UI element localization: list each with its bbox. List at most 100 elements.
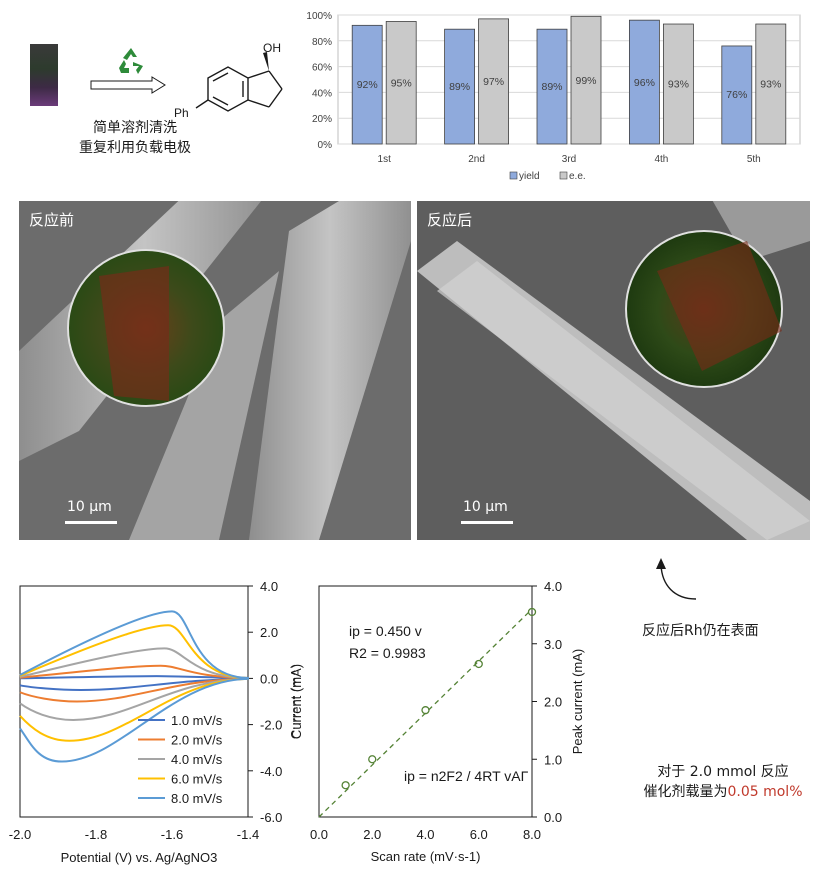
legend-label: 8.0 mV/s [171, 791, 223, 806]
scalebar-label: 10 µm [67, 499, 112, 515]
y-tick-label: 80% [312, 37, 332, 48]
y-tick-label: 0% [318, 140, 333, 151]
data-label: 97% [483, 76, 504, 88]
data-label: 93% [668, 79, 689, 91]
data-point [474, 659, 483, 669]
equation-label: ip = 0.450 v [349, 623, 422, 639]
data-label: 76% [726, 89, 747, 101]
bar-ee [478, 18, 510, 145]
x-tick-label: 4.0 [416, 827, 434, 842]
loading-note-line1: 对于 2.0 mmol 反应 [657, 764, 789, 780]
y-tick-label: 3.0 [544, 637, 562, 652]
bar-yield [351, 24, 383, 145]
indanol-structure: OH Ph [174, 41, 283, 120]
x-tick-label: 2nd [468, 154, 485, 165]
sem-before-label: 反应前 [29, 211, 75, 229]
data-point [421, 706, 430, 715]
scheme-caption: 简单溶剂清洗 重复利用负载电极 [60, 118, 210, 158]
scalebar-label: 10 µm [463, 499, 508, 515]
legend-label: 1.0 mV/s [171, 713, 223, 728]
rh-note: 反应后Rh仍在表面 [642, 623, 759, 639]
y-tick-label: 40% [312, 88, 332, 99]
caption-line-1: 简单溶剂清洗 [93, 120, 177, 136]
x-tick-label: -1.8 [85, 827, 107, 842]
x-tick-label: 5th [747, 154, 761, 165]
x-tick-label: 4th [654, 154, 668, 165]
y-tick-label: 0.0 [260, 671, 278, 686]
bar-yield [721, 45, 753, 145]
y-tick-label: 60% [312, 63, 332, 74]
bar-ee [570, 15, 602, 145]
x-tick-label: -2.0 [9, 827, 31, 842]
x-tick-label: -1.4 [237, 827, 259, 842]
caption-line-2: 重复利用负载电极 [79, 140, 191, 156]
y-tick-label: 2.0 [544, 695, 562, 710]
cv-chart: -2.0 -1.8 -1.6 -1.4 4.0 2.0 0.0 -2.0 -4.0 -6.0 Pot… [9, 579, 295, 865]
y-tick-label: 4.0 [544, 579, 562, 594]
x-axis-label: Scan rate (mV·s-1) [371, 849, 481, 864]
y-tick-label: -4.0 [260, 764, 282, 779]
y-tick-label: 4.0 [260, 579, 278, 594]
shared-y-axis-label: Current (mA) [289, 664, 304, 739]
loading-prefix: 催化剂载量为 [643, 784, 728, 800]
bar-yield [628, 19, 660, 145]
sem-before-image [19, 201, 411, 540]
y-tick-label: -6.0 [260, 810, 282, 825]
y-tick-label: -2.0 [260, 718, 282, 733]
x-tick-label: 6.0 [470, 827, 488, 842]
x-tick-label: 8.0 [523, 827, 541, 842]
recycle-icon [119, 48, 143, 74]
hollow-right-arrow-icon [90, 76, 166, 94]
legend-label: 6.0 mV/s [171, 772, 223, 787]
bar-ee [385, 21, 417, 145]
y-tick-label: 20% [312, 114, 332, 125]
data-label: 93% [760, 79, 781, 91]
plot-frame [19, 585, 249, 818]
cv-curve [19, 610, 249, 763]
x-tick-label: -1.6 [161, 827, 183, 842]
x-axis-label: Potential (V) vs. Ag/AgNO3 [61, 850, 218, 865]
data-label: 95% [391, 77, 412, 89]
loading-note-line2: 催化剂载量为0.05 mol% [628, 782, 818, 802]
sem-before-panel: 反应前 10 µm [19, 201, 411, 540]
legend-swatch [509, 171, 518, 180]
loading-note: 对于 2.0 mmol 反应 催化剂载量为0.05 mol% [628, 762, 818, 802]
substituent-label: Ph [174, 106, 189, 120]
bar-ee [755, 23, 787, 145]
curved-arrow-icon [656, 558, 697, 600]
data-label: 92% [357, 79, 378, 91]
model-equation-label: ip = n2F2 / 4RT vAΓ [404, 768, 529, 784]
data-point [341, 781, 350, 790]
legend-label: 2.0 mV/s [171, 733, 223, 748]
y-tick-label: 1.0 [544, 752, 562, 767]
data-label: 89% [541, 81, 562, 93]
r-squared-label: R2 = 0.9983 [349, 645, 426, 661]
loading-value: 0.05 mol% [727, 784, 803, 800]
recycle-bar-chart: 0% 20% 40% 60% 80% 100% 92% 95% 1st 89% 97% 2nd 89% 9… [306, 11, 801, 182]
y-tick-label: 2.0 [260, 625, 278, 640]
data-label: 96% [634, 77, 655, 89]
y-tick-label: 0.0 [544, 810, 562, 825]
x-tick-label: 0.0 [310, 827, 328, 842]
sem-after-image [417, 201, 810, 540]
hydroxyl-label: OH [263, 41, 281, 55]
scalebar-line [461, 521, 513, 524]
data-point [368, 755, 377, 764]
y-axis-label: Current (mA) [288, 664, 295, 739]
sem-after-label: 反应后 [427, 211, 473, 229]
x-tick-label: 3rd [562, 154, 576, 165]
sem-after-panel: 反应后 10 µm [417, 201, 810, 540]
bar-yield [536, 28, 568, 145]
data-point [527, 607, 537, 617]
scalebar-line [65, 521, 117, 524]
legend-label: e.e. [569, 171, 586, 182]
bar-yield [444, 28, 476, 145]
legend-swatch [559, 171, 568, 180]
bar-ee [662, 23, 694, 145]
legend-label: yield [519, 171, 540, 182]
x-tick-label: 1st [378, 154, 392, 165]
y-tick-label: 100% [306, 11, 332, 22]
data-label: 99% [575, 75, 596, 87]
data-label: 89% [449, 81, 470, 93]
